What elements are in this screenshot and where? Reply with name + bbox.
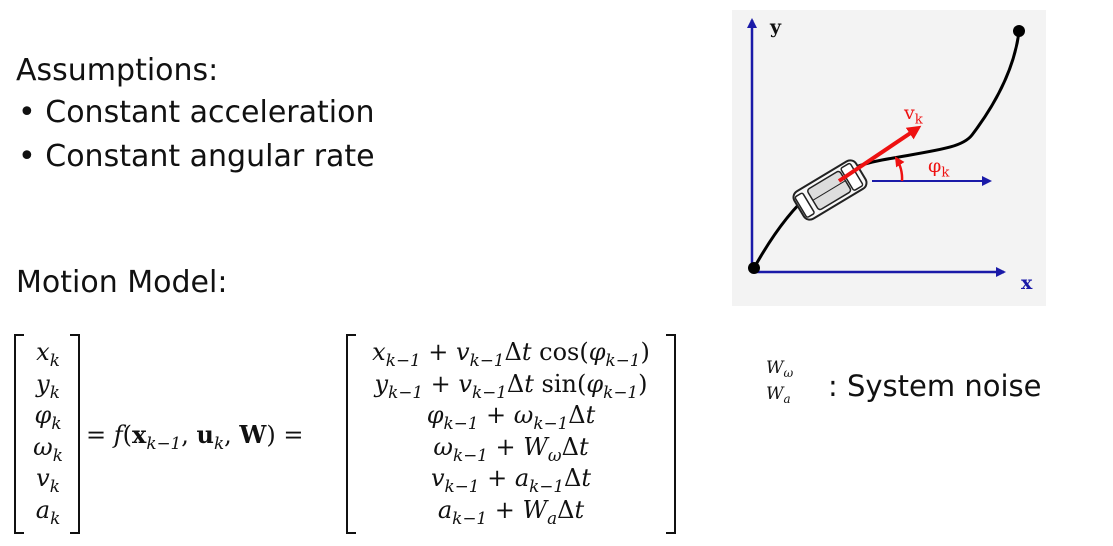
rhs-vector: xk−1 + vk−1Δt cos(φk−1) yk−1 + vk−1Δt si…	[356, 338, 666, 528]
x-axis-label: x	[1021, 272, 1033, 294]
rhs-row-4: ωk−1 + WωΔt	[433, 432, 589, 465]
trajectory-svg	[747, 18, 1025, 277]
state-vector: xk yk φk ωk vk ak	[33, 338, 63, 528]
y-axis-label: y	[770, 16, 782, 38]
rhs-left-bracket	[346, 334, 356, 534]
noise-label: : System noise	[828, 369, 1042, 403]
heading-angle-label: φk	[928, 155, 950, 181]
rhs-row-2: yk−1 + vk−1Δt sin(φk−1)	[374, 369, 648, 402]
motion-model-equation: xk yk φk ωk vk ak = f(xk−1, uk, W) = xk−…	[14, 334, 694, 534]
start-point	[748, 262, 760, 274]
assumptions-heading: Assumptions:	[16, 53, 219, 88]
velocity-vector	[837, 125, 922, 183]
assumption-item-1: • Constant acceleration	[18, 95, 375, 130]
bullet: •	[18, 139, 36, 174]
rhs-row-5: vk−1 + ak−1Δt	[430, 464, 592, 497]
end-point	[1013, 25, 1025, 37]
bullet: •	[18, 95, 36, 130]
right-bracket	[70, 334, 80, 534]
heading-angle-arc	[894, 156, 905, 182]
assumption-item-2: • Constant angular rate	[18, 139, 375, 174]
rhs-row-1: xk−1 + vk−1Δt cos(φk−1)	[372, 338, 650, 370]
left-bracket	[14, 334, 24, 534]
motion-model-heading: Motion Model:	[16, 265, 228, 300]
rhs-row-6: ak−1 + WaΔt	[437, 495, 585, 528]
velocity-label: vk	[904, 102, 923, 128]
rhs-row-3: φk−1 + ωk−1Δt	[426, 401, 596, 434]
noise-symbol-w-a: Wa	[766, 384, 791, 407]
noise-symbol-w-omega: Wω	[766, 358, 794, 381]
function-expression: = f(xk−1, uk, W) =	[86, 420, 304, 453]
rhs-right-bracket	[666, 334, 676, 534]
trajectory-diagram: y x vk φk	[732, 10, 1046, 306]
